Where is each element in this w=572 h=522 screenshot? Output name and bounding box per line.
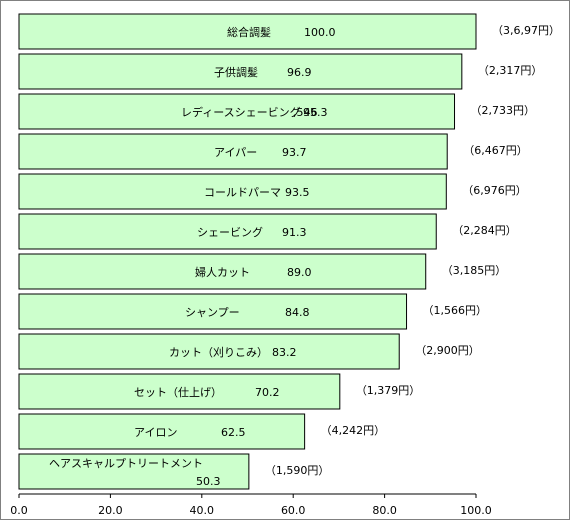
value-label-2: 96.9 [287, 66, 312, 79]
category-label-9: カット（刈りこみ） [169, 346, 268, 359]
price-label-12: （1,590円） [265, 464, 330, 477]
bar-4 [18, 133, 448, 170]
price-label-4: （6,467円） [463, 144, 527, 157]
price-label-6: （2,284円） [452, 224, 516, 237]
category-label-12: ヘアスキャルプトリートメント [49, 457, 203, 470]
category-label-7: 婦人カット [195, 265, 250, 279]
x-tick-label-3: 40.0 [190, 504, 215, 517]
bar-8 [18, 293, 408, 330]
x-tick-label-4: 60.0 [281, 504, 306, 517]
category-label-3: レディースシェービング [181, 105, 301, 119]
bar-6 [18, 213, 437, 250]
value-label-1: 100.0 [304, 26, 336, 39]
value-label-10: 70.2 [255, 386, 280, 399]
value-label-5: 93.5 [285, 186, 310, 199]
value-label-11: 62.5 [221, 426, 246, 439]
price-label-9: （2,900円） [415, 344, 480, 357]
x-tick-label-6: 100.0 [460, 504, 492, 517]
price-label-3: （2,733円） [471, 104, 536, 117]
value-label-9: 83.2 [272, 346, 297, 359]
bar-11 [18, 413, 306, 450]
bar-9 [18, 333, 400, 370]
category-label-4: アイパー [214, 146, 257, 159]
price-label-2: （2,317円） [478, 64, 543, 77]
bar-3 [18, 93, 456, 130]
price-label-1: （3,6,97円） [492, 24, 560, 37]
category-label-1: 総合調髪 [227, 25, 271, 39]
value-label-6: 91.3 [282, 226, 307, 239]
category-label-2: 子供調髪 [214, 65, 258, 79]
x-tick-label-5: 80.0 [372, 504, 397, 517]
price-label-7: （3,185円） [442, 264, 507, 277]
x-tick-label-2: 20.0 [98, 504, 123, 517]
category-label-6: シェービング [197, 225, 263, 239]
bar-7 [18, 253, 427, 290]
value-label-7: 89.0 [287, 266, 312, 279]
category-label-8: シャンプー [185, 306, 240, 319]
category-label-10: セット（仕上げ） [134, 386, 222, 399]
price-label-10: （1,379円） [356, 384, 421, 397]
value-label-8: 84.8 [285, 306, 310, 319]
x-tick-label-1: 0.0 [10, 504, 28, 517]
price-label-11: （4,242円） [321, 424, 386, 437]
annotation-label: ,546 [293, 106, 318, 119]
bar-10 [18, 373, 341, 410]
price-label-5: （6,976円） [462, 184, 527, 197]
value-label-12: 50.3 [196, 475, 221, 488]
bar-1 [18, 13, 477, 50]
category-label-5: コールドパーマ [204, 186, 281, 199]
value-label-4: 93.7 [282, 146, 307, 159]
value-label-3: 95.3 [303, 106, 328, 119]
bar-5 [18, 173, 447, 210]
price-label-8: （1,566円） [423, 304, 488, 317]
category-label-11: アイロン [134, 426, 177, 439]
bar-2 [18, 53, 463, 90]
bar-12 [18, 453, 250, 490]
